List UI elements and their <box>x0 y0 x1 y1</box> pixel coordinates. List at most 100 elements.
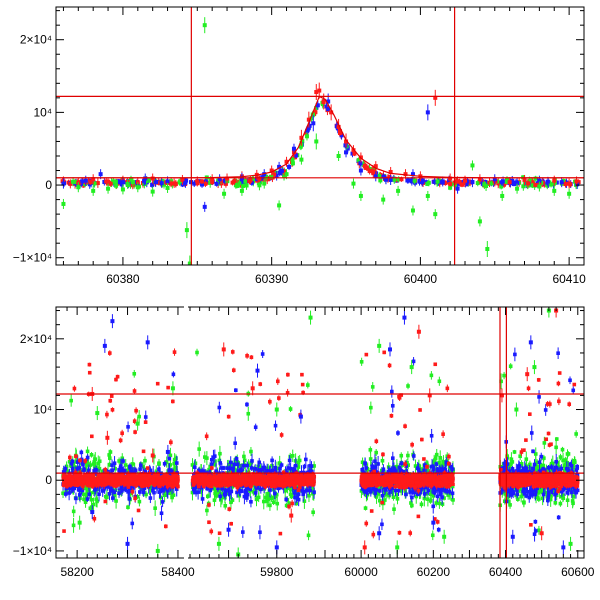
top-red-point <box>433 95 438 100</box>
bottom-green-point <box>212 486 217 491</box>
bottom-red-point <box>83 476 87 481</box>
bottom-blue-point <box>248 487 252 491</box>
bottom-red-point <box>104 476 108 480</box>
top-cloud-point <box>277 170 282 175</box>
bottom-blue-point <box>79 488 84 492</box>
top-cloud-point <box>282 169 287 174</box>
bottom-blue-point <box>307 484 312 489</box>
bottom-red-point <box>94 478 99 483</box>
bottom-green-point <box>107 456 112 460</box>
top-cloud-point <box>383 177 388 182</box>
top-green-point <box>187 261 192 265</box>
top-blue-point <box>410 172 415 177</box>
bottom-green-point <box>141 464 145 469</box>
bottom-red-point <box>78 458 82 463</box>
bottom-plot-area <box>56 307 584 558</box>
bottom-red-point <box>126 485 131 489</box>
bottom-green-point <box>114 499 118 503</box>
top-cloud-point <box>68 181 73 186</box>
bottom-blue-point <box>273 423 278 428</box>
bottom-red-point <box>74 454 78 459</box>
top-red-point <box>321 99 326 104</box>
top-cloud-point <box>282 173 287 178</box>
bottom-blue-point <box>223 488 227 492</box>
bottom-green-point <box>65 469 70 473</box>
top-y-tick-label: 10⁴ <box>33 105 52 119</box>
bottom-green-point <box>94 497 99 502</box>
bottom-blue-point <box>157 467 161 472</box>
bottom-green-point <box>268 503 272 508</box>
bottom-blue-point <box>200 470 205 474</box>
bottom-red-point <box>61 483 66 487</box>
top-cloud-point <box>460 180 465 185</box>
bottom-red-point <box>147 474 152 479</box>
bottom-blue-point <box>171 372 176 377</box>
bottom-blue-point <box>174 487 179 491</box>
bottom-blue-point <box>196 490 200 494</box>
bottom-green-point <box>213 462 217 467</box>
top-green-point <box>500 193 505 198</box>
top-cloud-point <box>248 178 253 183</box>
bottom-blue-point <box>262 466 267 470</box>
bottom-green-point <box>230 498 235 502</box>
bottom-red-point <box>82 474 87 478</box>
bottom-red-point <box>103 467 108 472</box>
bottom-red-point <box>134 476 138 480</box>
bottom-red-point <box>110 479 115 484</box>
bottom-green-point <box>142 467 147 472</box>
bottom-blue-point <box>256 468 261 472</box>
bottom-red-point <box>97 479 101 483</box>
bottom-red-point <box>90 481 94 485</box>
top-cloud-point <box>510 178 515 183</box>
bottom-blue-point <box>234 456 239 461</box>
top-blue-point <box>440 179 445 184</box>
bottom-green-point <box>190 490 195 495</box>
bottom-blue-point <box>259 467 264 472</box>
top-cloud-point <box>504 177 509 182</box>
top-cloud-point <box>457 179 462 184</box>
top-red-point <box>299 135 304 140</box>
top-green-point <box>537 184 542 189</box>
top-blue-point <box>183 180 188 185</box>
bottom-red-point <box>107 351 112 355</box>
bottom-green-point <box>266 497 270 501</box>
top-cloud-point <box>324 104 329 109</box>
bottom-blue-point <box>301 492 305 497</box>
top-plot-area <box>56 7 584 265</box>
bottom-green-point <box>174 466 178 470</box>
bottom-green-point <box>230 485 235 489</box>
bottom-blue-point <box>122 468 127 473</box>
bottom-red-point <box>88 477 93 481</box>
bottom-blue-point <box>71 470 75 474</box>
top-cloud-point <box>412 178 417 183</box>
bottom-green-point <box>288 488 293 492</box>
bottom-blue-point <box>228 460 233 465</box>
bottom-green-point <box>266 466 270 470</box>
top-green-point <box>120 187 125 192</box>
bottom-red-point <box>76 481 81 486</box>
bottom-green-point <box>287 501 292 506</box>
bottom-red-point <box>79 476 84 481</box>
bottom-green-point <box>123 463 128 467</box>
bottom-green-point <box>69 464 74 468</box>
bottom-red-point <box>76 478 81 482</box>
bottom-blue-point <box>209 462 214 466</box>
top-cloud-point <box>521 184 526 189</box>
bottom-green-point <box>311 510 315 515</box>
bottom-red-point <box>62 529 66 533</box>
bottom-green-point <box>157 461 161 465</box>
bottom-blue-point <box>130 521 135 526</box>
bottom-red-point <box>87 362 92 367</box>
top-cloud-point <box>371 169 376 174</box>
top-blue-point <box>388 177 393 182</box>
bottom-blue-point <box>100 489 105 493</box>
bottom-blue-point <box>260 352 265 356</box>
top-green-point <box>222 191 227 196</box>
bottom-blue-point <box>245 486 250 490</box>
top-red-point <box>135 180 140 185</box>
top-cloud-point <box>356 158 361 163</box>
top-green-point <box>239 188 244 193</box>
bottom-red-point <box>89 483 94 487</box>
top-green-point <box>106 186 111 191</box>
bottom-blue-point <box>255 486 259 490</box>
